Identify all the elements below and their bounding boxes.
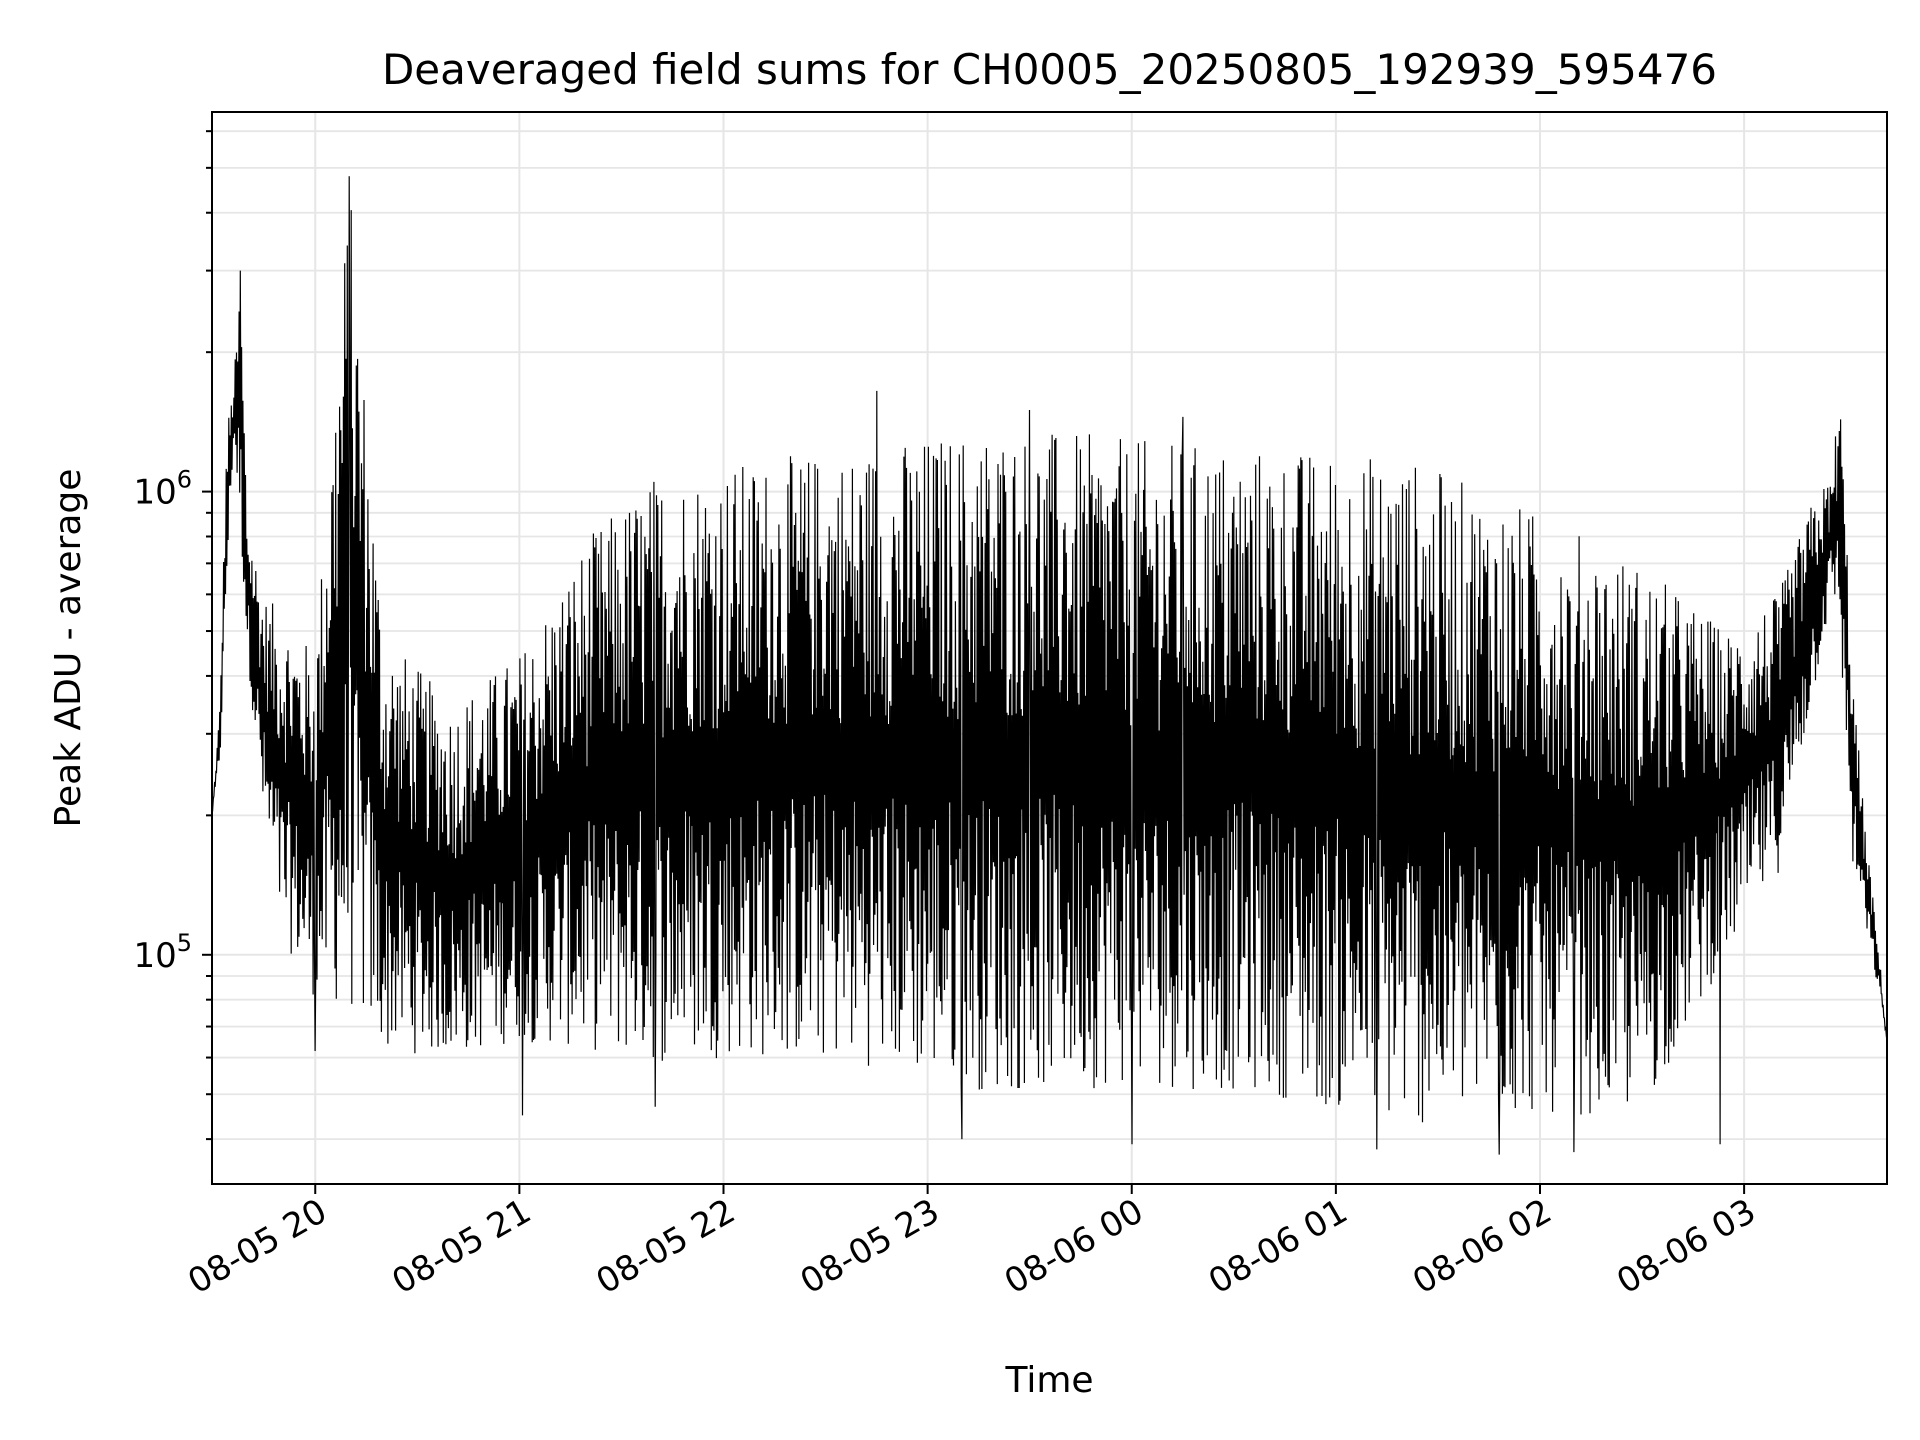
series-line-0 xyxy=(212,176,1887,1155)
y-tick-exponent: 5 xyxy=(177,929,192,957)
y-axis-label: Peak ADU - average xyxy=(48,469,89,828)
series-layer xyxy=(212,176,1887,1155)
x-axis-label: Time xyxy=(1004,1360,1093,1401)
y-tick-label: 106 xyxy=(133,466,192,513)
y-tick-base: 10 xyxy=(133,936,176,976)
y-tick-exponent: 6 xyxy=(177,466,192,494)
ticks xyxy=(202,130,1746,1194)
y-tick-base: 10 xyxy=(133,473,176,513)
y-tick-label: 105 xyxy=(133,929,192,976)
plot-frame xyxy=(211,111,1888,1185)
chart-title: Deaveraged field sums for CH0005_2025080… xyxy=(382,45,1717,94)
